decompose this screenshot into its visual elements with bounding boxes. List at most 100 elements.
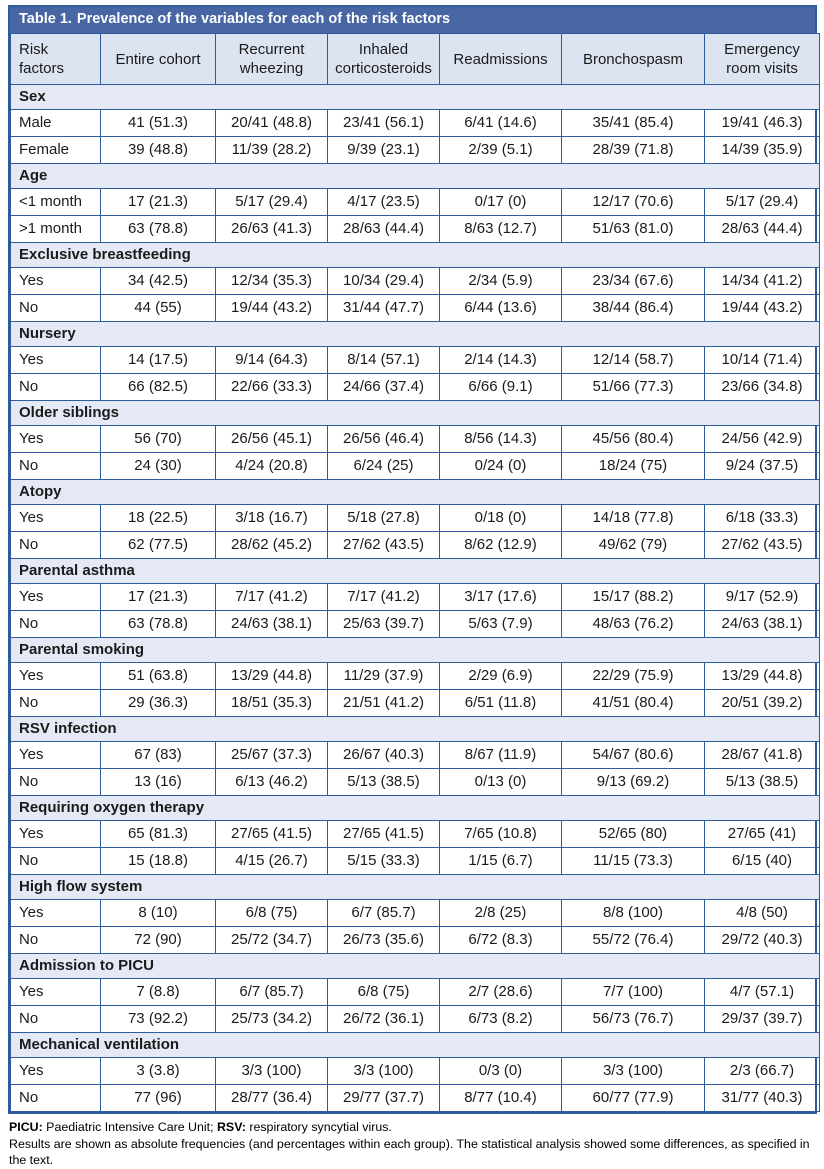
value-cell: 52/65 (80) bbox=[561, 820, 705, 848]
value-cell: 9/13 (69.2) bbox=[561, 768, 705, 796]
value-cell: 63 (78.8) bbox=[100, 215, 216, 243]
value-cell: 5/63 (7.9) bbox=[439, 610, 562, 638]
value-cell: 3/3 (100) bbox=[215, 1057, 328, 1085]
section-header: RSV infection bbox=[10, 716, 820, 742]
value-cell: 28/39 (71.8) bbox=[561, 136, 705, 164]
value-cell: 13/29 (44.8) bbox=[215, 662, 328, 690]
value-cell: 18/51 (35.3) bbox=[215, 689, 328, 717]
section-header-row: Nursery bbox=[10, 321, 820, 347]
abbreviations-line: PICU: Paediatric Intensive Care Unit; RS… bbox=[9, 1120, 392, 1134]
value-cell: 0/3 (0) bbox=[439, 1057, 562, 1085]
table-number: Table 1. bbox=[19, 11, 72, 27]
value-cell: 2/29 (6.9) bbox=[439, 662, 562, 690]
value-cell: 26/56 (46.4) bbox=[327, 425, 440, 453]
row-label: No bbox=[10, 768, 101, 796]
row-label: Male bbox=[10, 109, 101, 137]
value-cell: 51/66 (77.3) bbox=[561, 373, 705, 401]
value-cell: 14/39 (35.9) bbox=[704, 136, 820, 164]
column-header-inhaled-corticosteroids: Inhaled corticosteroids bbox=[327, 33, 440, 85]
section-header-row: Parental smoking bbox=[10, 637, 820, 663]
value-cell: 6/13 (46.2) bbox=[215, 768, 328, 796]
value-cell: 6/7 (85.7) bbox=[327, 899, 440, 927]
value-cell: 25/73 (34.2) bbox=[215, 1005, 328, 1033]
value-cell: 0/18 (0) bbox=[439, 504, 562, 532]
value-cell: 14/18 (77.8) bbox=[561, 504, 705, 532]
value-cell: 2/3 (66.7) bbox=[704, 1057, 820, 1085]
section-header-row: Sex bbox=[10, 84, 820, 110]
value-cell: 65 (81.3) bbox=[100, 820, 216, 848]
row-label: No bbox=[10, 689, 101, 717]
data-row: No 44 (55) 19/44 (43.2) 31/44 (47.7) 6/44 (1… bbox=[10, 294, 820, 322]
section-header-row: Mechanical ventilation bbox=[10, 1032, 820, 1058]
section-header-row: Atopy bbox=[10, 479, 820, 505]
value-cell: 26/63 (41.3) bbox=[215, 215, 328, 243]
value-cell: 26/72 (36.1) bbox=[327, 1005, 440, 1033]
value-cell: 7/7 (100) bbox=[561, 978, 705, 1006]
row-label: No bbox=[10, 1005, 101, 1033]
value-cell: 12/17 (70.6) bbox=[561, 188, 705, 216]
value-cell: 28/62 (45.2) bbox=[215, 531, 328, 559]
value-cell: 23/34 (67.6) bbox=[561, 267, 705, 295]
data-row: No 24 (30) 4/24 (20.8) 6/24 (25) 0/24 (0) 18/… bbox=[10, 452, 820, 480]
value-cell: 15 (18.8) bbox=[100, 847, 216, 875]
value-cell: 15/17 (88.2) bbox=[561, 583, 705, 611]
row-label: Yes bbox=[10, 899, 101, 927]
value-cell: 29/77 (37.7) bbox=[327, 1084, 440, 1112]
value-cell: 23/66 (34.8) bbox=[704, 373, 820, 401]
value-cell: 8/62 (12.9) bbox=[439, 531, 562, 559]
value-cell: 18/24 (75) bbox=[561, 452, 705, 480]
value-cell: 2/39 (5.1) bbox=[439, 136, 562, 164]
row-label: Yes bbox=[10, 820, 101, 848]
value-cell: 29/72 (40.3) bbox=[704, 926, 820, 954]
value-cell: 8/8 (100) bbox=[561, 899, 705, 927]
value-cell: 29 (36.3) bbox=[100, 689, 216, 717]
value-cell: 73 (92.2) bbox=[100, 1005, 216, 1033]
row-label: No bbox=[10, 610, 101, 638]
value-cell: 6/7 (85.7) bbox=[215, 978, 328, 1006]
value-cell: 17 (21.3) bbox=[100, 188, 216, 216]
value-cell: 63 (78.8) bbox=[100, 610, 216, 638]
data-row: No 13 (16) 6/13 (46.2) 5/13 (38.5) 0/13 (0) 9… bbox=[10, 768, 820, 796]
value-cell: 3/18 (16.7) bbox=[215, 504, 328, 532]
table-body: Sex Male 41 (51.3) 20/41 (48.8) 23/41 (56.1)… bbox=[10, 84, 820, 1112]
value-cell: 28/63 (44.4) bbox=[704, 215, 820, 243]
data-row: Yes 34 (42.5) 12/34 (35.3) 10/34 (29.4) 2/34… bbox=[10, 267, 820, 295]
row-label: No bbox=[10, 294, 101, 322]
value-cell: 0/13 (0) bbox=[439, 768, 562, 796]
section-header-row: Admission to PICU bbox=[10, 953, 820, 979]
value-cell: 2/34 (5.9) bbox=[439, 267, 562, 295]
value-cell: 48/63 (76.2) bbox=[561, 610, 705, 638]
value-cell: 12/14 (58.7) bbox=[561, 346, 705, 374]
value-cell: 77 (96) bbox=[100, 1084, 216, 1112]
value-cell: 27/65 (41) bbox=[704, 820, 820, 848]
value-cell: 24/63 (38.1) bbox=[215, 610, 328, 638]
value-cell: 7/17 (41.2) bbox=[327, 583, 440, 611]
value-cell: 39 (48.8) bbox=[100, 136, 216, 164]
row-label: No bbox=[10, 452, 101, 480]
table1-frame: Table 1. Prevalence of the variables for … bbox=[8, 5, 820, 1114]
value-cell: 34 (42.5) bbox=[100, 267, 216, 295]
value-cell: 12/34 (35.3) bbox=[215, 267, 328, 295]
value-cell: 4/17 (23.5) bbox=[327, 188, 440, 216]
section-header: Older siblings bbox=[10, 400, 820, 426]
value-cell: 11/29 (37.9) bbox=[327, 662, 440, 690]
section-header: Mechanical ventilation bbox=[10, 1032, 820, 1058]
value-cell: 5/18 (27.8) bbox=[327, 504, 440, 532]
value-cell: 28/63 (44.4) bbox=[327, 215, 440, 243]
value-cell: 67 (83) bbox=[100, 741, 216, 769]
value-cell: 23/41 (56.1) bbox=[327, 109, 440, 137]
data-row: Yes 67 (83) 25/67 (37.3) 26/67 (40.3) 8/67 (… bbox=[10, 741, 820, 769]
value-cell: 5/17 (29.4) bbox=[704, 188, 820, 216]
value-cell: 8/67 (11.9) bbox=[439, 741, 562, 769]
value-cell: 19/41 (46.3) bbox=[704, 109, 820, 137]
value-cell: 9/39 (23.1) bbox=[327, 136, 440, 164]
value-cell: 26/73 (35.6) bbox=[327, 926, 440, 954]
value-cell: 1/15 (6.7) bbox=[439, 847, 562, 875]
value-cell: 6/73 (8.2) bbox=[439, 1005, 562, 1033]
value-cell: 7/17 (41.2) bbox=[215, 583, 328, 611]
data-row: Yes 17 (21.3) 7/17 (41.2) 7/17 (41.2) 3/17 (… bbox=[10, 583, 820, 611]
table-caption: Prevalence of the variables for each of … bbox=[76, 11, 451, 27]
value-cell: 44 (55) bbox=[100, 294, 216, 322]
value-cell: 28/77 (36.4) bbox=[215, 1084, 328, 1112]
value-cell: 51 (63.8) bbox=[100, 662, 216, 690]
